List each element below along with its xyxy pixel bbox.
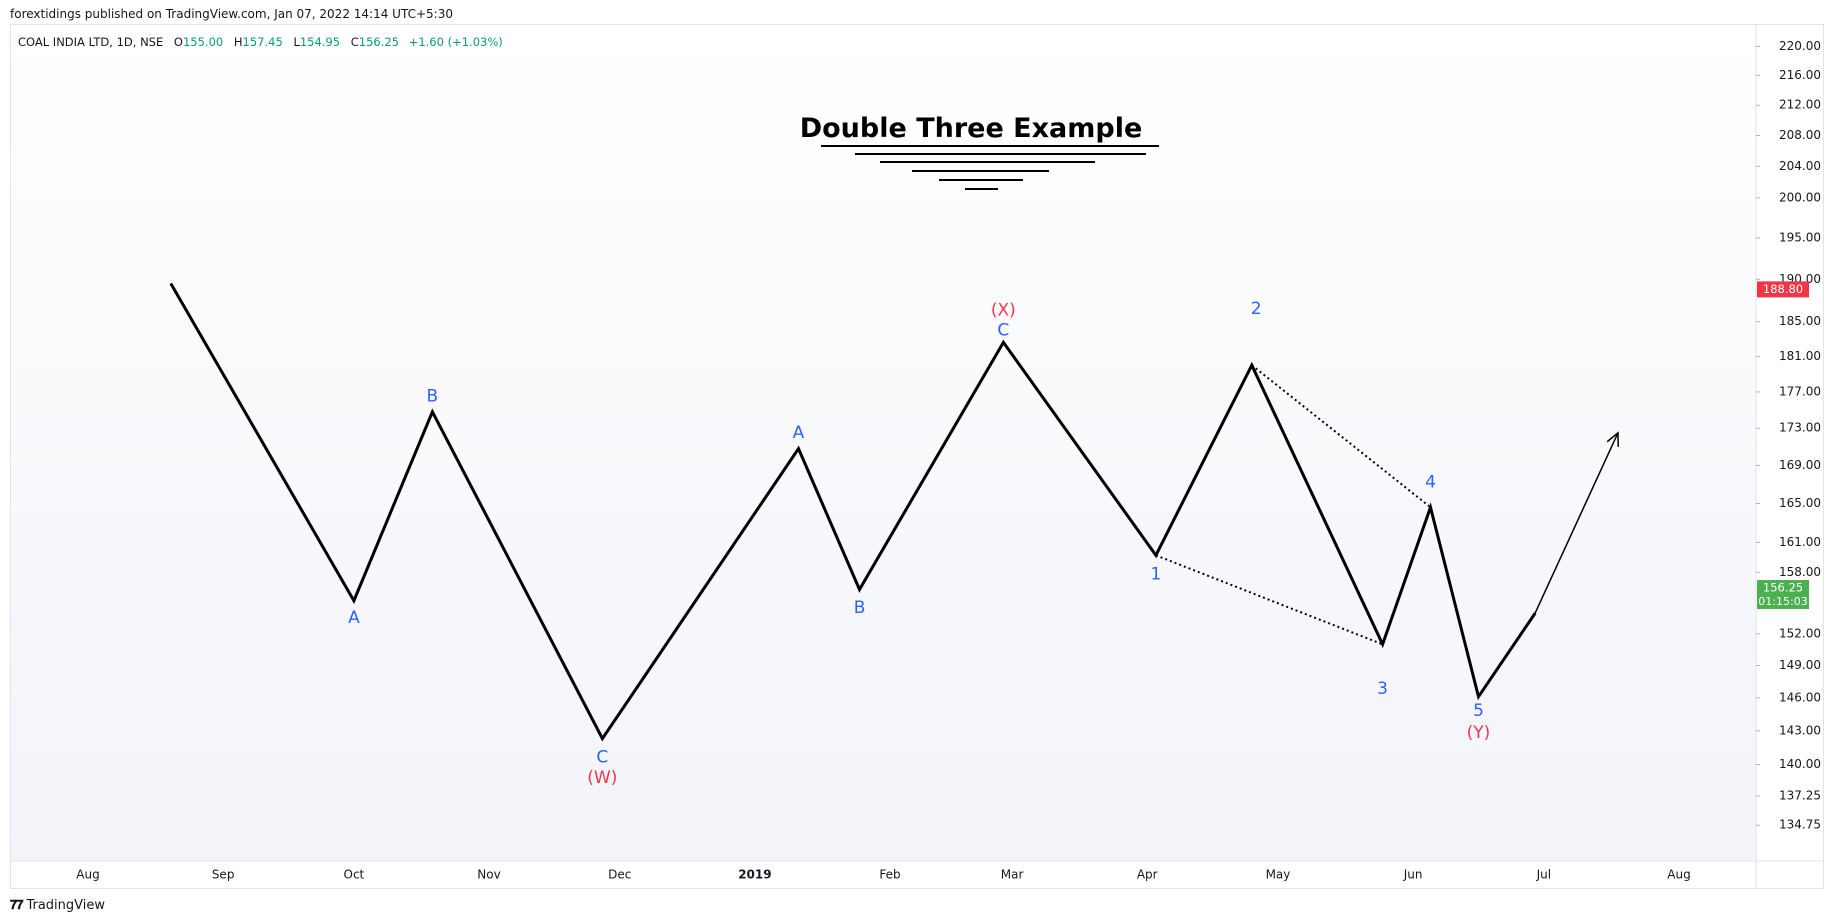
price-tick-label: 158.00 [1779,565,1821,579]
chart-title: Double Three Example [800,113,1143,144]
wave-label: B [427,386,439,406]
open-value: 155.00 [182,35,224,49]
wave-label: 3 [1377,679,1388,699]
plot-background [11,25,1756,861]
wave-label: A [793,423,805,443]
price-tick-label: 216.00 [1779,68,1821,82]
change-value: +1.60 (+1.03%) [408,35,503,49]
price-tick-label: 220.00 [1779,39,1821,53]
current-price-tag-green [1757,580,1809,610]
price-tick-label: 169.00 [1779,458,1821,472]
time-tick-label: Feb [879,868,900,882]
price-tick-label: 149.00 [1779,658,1821,672]
time-tick-label: Oct [344,868,365,882]
tradingview-footer[interactable]: 𝟕𝟕 TradingView [10,898,105,913]
wave-label: (W) [587,768,617,788]
time-tick-label: 2019 [738,868,771,882]
tradingview-brand: TradingView [26,898,106,913]
wave-label: C [997,320,1009,340]
time-tick-label: Nov [477,868,500,882]
time-tick-label: Mar [1001,868,1024,882]
chart-title-group: Double Three Example [800,113,1159,190]
high-label: H [233,35,243,49]
time-axis: Aug Sep Oct Nov Dec 2019 Feb Mar Apr May Jun Jul Aug [76,868,1690,882]
wave-label: C [596,748,608,768]
wave-layer [169,282,1619,742]
time-tick-label: Sep [212,868,235,882]
time-tick-label: Aug [76,868,99,882]
time-tick-label: Aug [1667,868,1690,882]
price-tick-label: 152.00 [1779,626,1821,640]
wave-label: 4 [1425,472,1436,492]
price-tick-label: 181.00 [1779,349,1821,363]
price-tick-label: 161.00 [1779,535,1821,549]
price-tick-label: 165.00 [1779,496,1821,510]
time-tick-label: May [1266,868,1291,882]
projection-arrow-line [1534,432,1619,614]
low-label: L [293,35,300,49]
last-price-tag-red [1757,281,1809,298]
time-tick-label: Apr [1137,868,1158,882]
elliott-wave-path [169,282,1537,742]
symbol-info: COAL INDIA LTD, 1D, NSE [18,35,164,49]
close-value: 156.25 [358,35,400,49]
red-price-tag-value: 188.80 [1763,282,1803,296]
time-tick-label: Jul [1536,868,1551,882]
triangle-boundary-line-1 [1251,364,1432,509]
high-value: 157.45 [242,35,283,49]
tradingview-logo-icon: 𝟕𝟕 [10,898,24,913]
time-tick-label: Jun [1403,868,1423,882]
price-tick-label: 143.00 [1779,723,1821,737]
price-axis: 220.00 216.00 212.00 208.00 204.00 200.00 195.… [1756,39,1821,832]
wave-label: (Y) [1467,723,1491,743]
publisher-line: forextidings published on TradingView.co… [10,7,453,21]
price-tick-label: 208.00 [1779,128,1821,142]
close-label: C [350,35,359,49]
wave-label: (X) [991,301,1016,321]
projection-arrow-head [1606,431,1619,447]
symbol-legend: COAL INDIA LTD, 1D, NSE O155.00 H157.45 … [18,35,503,49]
price-tick-label: 177.00 [1779,384,1821,398]
time-tick-label: Dec [608,868,631,882]
wave-label: 2 [1251,299,1262,319]
price-tick-label: 173.00 [1779,421,1821,435]
triangle-boundary-line-2 [1155,554,1383,646]
open-label: O [173,35,183,49]
price-tick-label: 185.00 [1779,314,1821,328]
green-price-tag-value: 156.25 [1763,581,1803,595]
price-tick-label: 195.00 [1779,231,1821,245]
price-tick-label: 200.00 [1779,190,1821,204]
wave-label: B [854,598,866,618]
wave-label: 5 [1473,701,1484,721]
price-tick-label: 204.00 [1779,159,1821,173]
chart-frame [10,24,1824,889]
price-tick-label: 212.00 [1779,98,1821,112]
price-tick-label: 134.75 [1779,818,1821,832]
low-value: 154.95 [299,35,341,49]
price-tick-label: 140.00 [1779,757,1821,771]
bar-countdown-value: 01:15:03 [1758,595,1807,608]
price-tick-label: 137.25 [1779,789,1821,803]
wave-label: A [348,608,360,628]
wave-label: 1 [1151,564,1162,584]
price-tick-label: 146.00 [1779,690,1821,704]
